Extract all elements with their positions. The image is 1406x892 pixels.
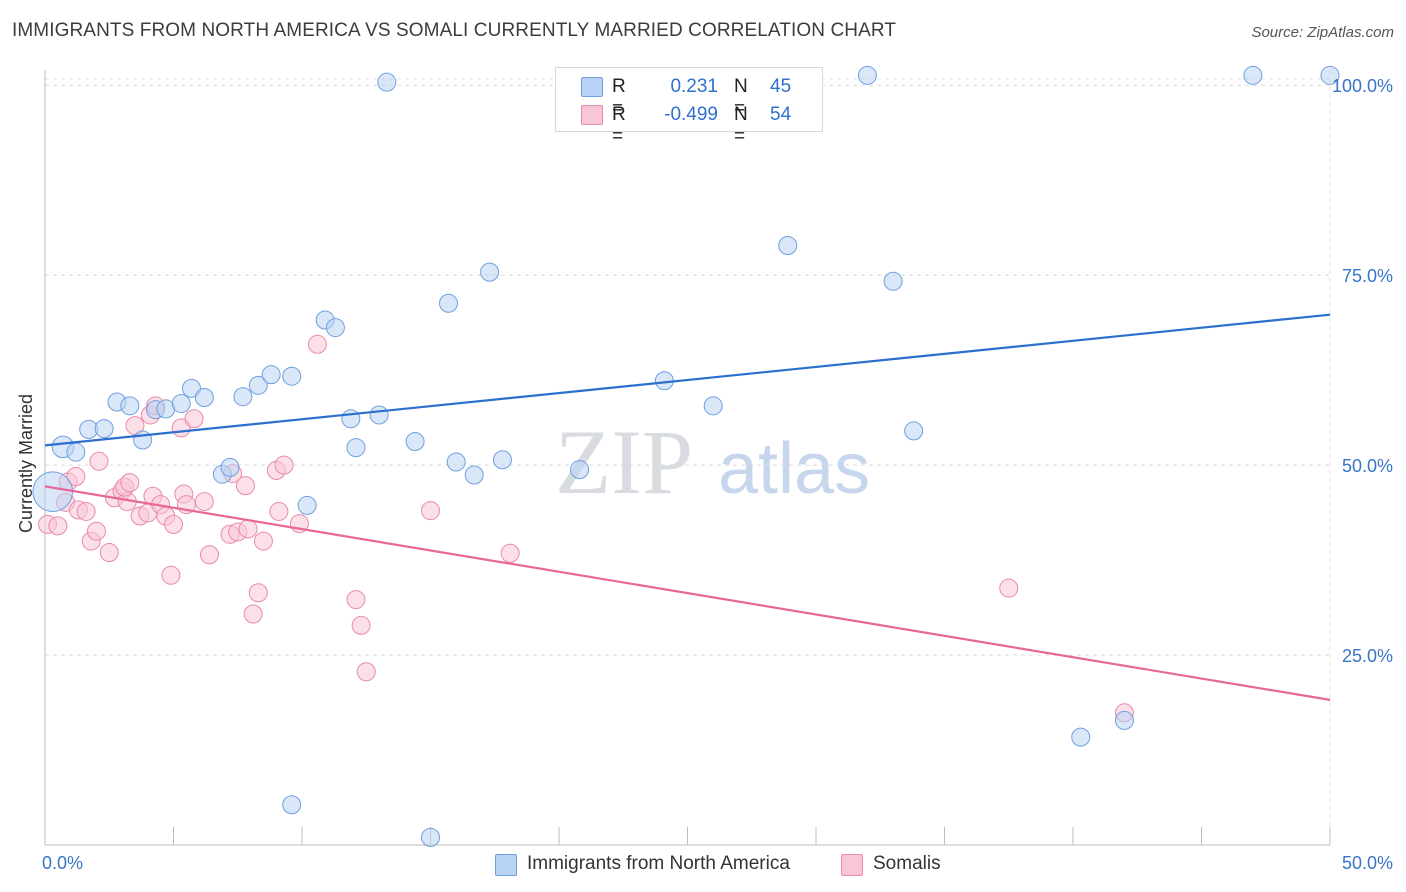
immigrants-point — [438, 293, 458, 313]
somalis-point — [89, 451, 109, 471]
legend-r-value: 0.231 — [670, 76, 718, 97]
series-swatch-blue — [495, 854, 517, 876]
somalis-point — [253, 531, 273, 551]
somalis-point — [66, 466, 86, 486]
immigrants-point — [377, 72, 397, 92]
y-axis-label: Currently Married — [16, 393, 36, 533]
somalis-point — [184, 409, 204, 429]
legend-n-label: N = — [734, 104, 748, 147]
somalis-point — [248, 583, 268, 603]
immigrants-point — [1320, 65, 1340, 85]
somalis-point — [307, 334, 327, 354]
immigrants-point — [181, 378, 201, 398]
somalis-point — [500, 543, 520, 563]
somalis-point — [999, 578, 1019, 598]
immigrants-point — [297, 495, 317, 515]
somalis-point — [99, 542, 119, 562]
trend-lines — [44, 313, 1331, 701]
immigrants-point — [282, 366, 302, 386]
somalis-point — [86, 521, 106, 541]
immigrants-point — [220, 457, 240, 477]
immigrants-point — [446, 452, 466, 472]
x-tick-label-max: 50.0% — [1342, 853, 1393, 873]
immigrants-point — [492, 450, 512, 470]
x-tick-label-min: 0.0% — [42, 853, 83, 873]
axes — [44, 70, 1331, 846]
immigrants-point — [464, 465, 484, 485]
legend-swatch-pink — [581, 105, 603, 125]
y-tick-label: 75.0% — [1342, 266, 1393, 286]
immigrants-point — [883, 271, 903, 291]
legend-n-value: 54 — [770, 104, 792, 125]
immigrants-point — [282, 795, 302, 815]
immigrants-point — [233, 387, 253, 407]
immigrants-point — [480, 262, 500, 282]
immigrants-point — [194, 387, 214, 407]
somalis-point — [351, 615, 371, 635]
series-swatch-pink — [841, 854, 863, 876]
immigrants-point — [248, 375, 268, 395]
immigrants-point — [369, 405, 389, 425]
legend-r-label: R = — [612, 104, 626, 147]
immigrants-point — [325, 318, 345, 338]
chart-source: Source: ZipAtlas.com — [1251, 24, 1394, 41]
somalis-point — [48, 516, 68, 536]
legend-r-value: -0.499 — [664, 104, 718, 125]
somalis-point — [274, 455, 294, 475]
legend-n-value: 45 — [770, 76, 792, 97]
somalis-point — [164, 514, 183, 534]
immigrants-point — [778, 236, 798, 256]
somalis-point — [356, 662, 376, 682]
somalis-point — [120, 473, 140, 493]
somalis-points — [38, 334, 1134, 723]
immigrants-point — [1114, 710, 1134, 730]
immigrants-point — [346, 438, 366, 458]
legend-r-label: R = — [612, 76, 626, 119]
immigrants-point — [120, 396, 140, 416]
somalis-point — [194, 492, 214, 512]
immigrants-point — [94, 419, 114, 439]
immigrants-point — [66, 442, 86, 462]
legend-n-label: N = — [734, 76, 748, 119]
somalis-point — [199, 545, 219, 565]
somalis-point — [269, 501, 289, 521]
watermark-atlas: atlas — [718, 429, 870, 509]
somalis-trend-line — [44, 485, 1331, 701]
immigrants-point — [32, 471, 74, 512]
immigrants-point — [1243, 65, 1263, 85]
immigrants-point — [1071, 727, 1091, 747]
immigrants-points — [32, 65, 1340, 847]
immigrants-trend-line — [44, 313, 1331, 447]
y-tick-label: 50.0% — [1342, 456, 1393, 476]
somalis-point — [76, 501, 96, 521]
series-label-somalis: Somalis — [873, 853, 941, 874]
somalis-point — [238, 519, 258, 539]
somalis-point — [421, 501, 440, 521]
y-tick-label: 25.0% — [1342, 646, 1393, 666]
immigrants-point — [405, 432, 425, 452]
immigrants-point — [171, 394, 191, 414]
somalis-point — [161, 565, 181, 585]
immigrants-point — [341, 409, 361, 429]
immigrants-point — [570, 460, 590, 480]
correlation-legend: R = 0.231 N = 45 R = -0.499 N = 54 — [555, 67, 823, 147]
immigrants-point — [904, 421, 924, 441]
immigrants-point — [857, 65, 877, 85]
somalis-point — [346, 590, 366, 610]
immigrants-point — [421, 827, 440, 847]
somalis-point — [243, 604, 263, 624]
chart-title: IMMIGRANTS FROM NORTH AMERICA VS SOMALI … — [12, 20, 897, 41]
series-label-immigrants: Immigrants from North America — [527, 853, 790, 874]
somalis-point — [235, 476, 255, 496]
series-legend: Immigrants from North America Somalis — [0, 852, 1406, 878]
y-tick-label: 100.0% — [1332, 76, 1393, 96]
tick-labels: 25.0% 50.0% 75.0% 100.0% 0.0% 50.0% — [42, 76, 1393, 873]
immigrants-point — [261, 365, 281, 385]
immigrants-point — [703, 396, 723, 416]
legend-swatch-blue — [581, 77, 603, 97]
